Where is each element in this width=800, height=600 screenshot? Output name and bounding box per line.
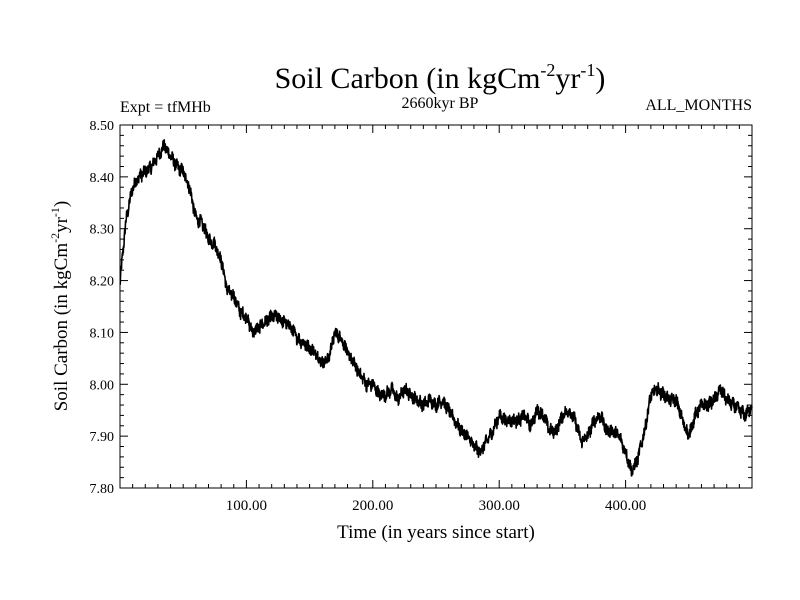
y-tick-label: 7.80: [90, 482, 115, 497]
ylabel-sup-2: -1: [48, 207, 62, 217]
title-sup-2: -1: [580, 60, 595, 80]
title-end: ): [595, 62, 605, 95]
ylabel-mid: yr: [51, 216, 72, 233]
y-tick-label: 8.30: [90, 223, 115, 238]
subtitle-center: 2660kyr BP: [402, 95, 479, 112]
ylabel-sup-1: -2: [48, 233, 62, 243]
chart-title: Soil Carbon (in kgCm-2yr-1): [275, 60, 606, 95]
x-tick-label: 200.00: [352, 498, 393, 514]
y-tick-label: 7.90: [90, 430, 115, 445]
y-tick-label: 8.50: [90, 119, 115, 134]
title-sup-1: -2: [540, 60, 555, 80]
subtitle-right: ALL_MONTHS: [645, 97, 752, 114]
x-tick-label: 100.00: [226, 498, 267, 514]
x-axis-label: Time (in years since start): [337, 522, 535, 543]
y-tick-label: 8.20: [90, 275, 115, 290]
ylabel-main: Soil Carbon (in kgCm: [51, 243, 72, 412]
y-tick-label: 8.10: [90, 326, 115, 341]
title-mid: yr: [555, 62, 580, 95]
y-axis-label: Soil Carbon (in kgCm-2yr-1): [48, 201, 72, 412]
x-tick-label: 300.00: [479, 498, 520, 514]
series-layer: [119, 139, 753, 477]
y-axis-ticks: 7.80 7.90 8.00 8.10 8.20 8.30 8.40 8.50: [90, 119, 752, 497]
subtitle-left: Expt = tfMHb: [120, 99, 211, 116]
ylabel-end: ): [51, 201, 72, 207]
series-line: [119, 139, 753, 477]
y-tick-label: 8.00: [90, 378, 115, 393]
x-tick-label: 400.00: [605, 498, 646, 514]
title-main: Soil Carbon (in kgCm: [275, 62, 541, 95]
x-axis-ticks: 100.00 200.00 300.00 400.00: [132, 125, 740, 514]
y-tick-label: 8.40: [90, 171, 115, 186]
